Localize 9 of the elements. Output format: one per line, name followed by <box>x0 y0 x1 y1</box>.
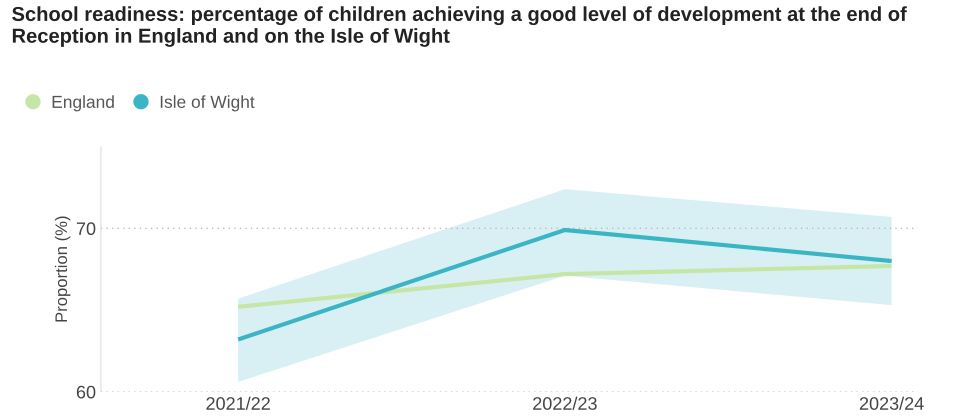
y-tick-label: 70 <box>76 222 96 236</box>
legend-label: England <box>52 95 114 112</box>
x-tick-label: 2022/23 <box>533 396 597 410</box>
x-tick-label: 2021/22 <box>206 396 270 410</box>
chart-title: School readiness: percentage of children achieving a good level of development at the end of Reception in England and on the Isle of Wight <box>12 6 907 47</box>
legend-label: Isle of Wight <box>160 95 255 112</box>
y-axis-title: Proportion (%) <box>54 216 70 322</box>
x-tick-label: 2023/24 <box>860 396 924 410</box>
y-tick-label: 60 <box>76 386 96 398</box>
